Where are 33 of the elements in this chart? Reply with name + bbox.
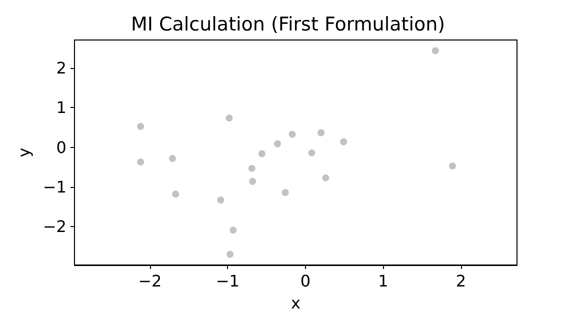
y-tick-label: 2 [56,58,66,78]
chart-title: MI Calculation (First Formulation) [130,14,446,36]
point [172,190,180,198]
point [432,47,439,54]
point [318,129,325,136]
point [137,122,144,130]
point [274,140,281,148]
point [137,158,144,166]
point [217,196,224,204]
x-tick-label: 1 [378,272,388,290]
point [249,178,256,185]
point [168,154,176,162]
point [322,174,330,182]
y-tick-label: 1 [56,98,66,118]
point [288,130,296,138]
point [230,226,237,234]
x-axis-title: x [291,294,300,312]
point [258,150,266,158]
x-tick-label: −1 [216,272,240,290]
y-axis-title: y [14,148,34,158]
point [340,138,348,146]
y-tick-label: −2 [42,217,66,236]
x-tick-label: −2 [138,272,162,290]
y-tick-label: −1 [42,177,66,196]
y-tick-label: 0 [56,138,66,157]
point [248,164,256,172]
point [226,250,234,258]
point [226,114,233,122]
point [308,149,316,156]
x-tick-label: 2 [456,272,466,290]
point [448,162,456,170]
point [282,189,289,196]
x-tick-label: 0 [300,272,311,290]
